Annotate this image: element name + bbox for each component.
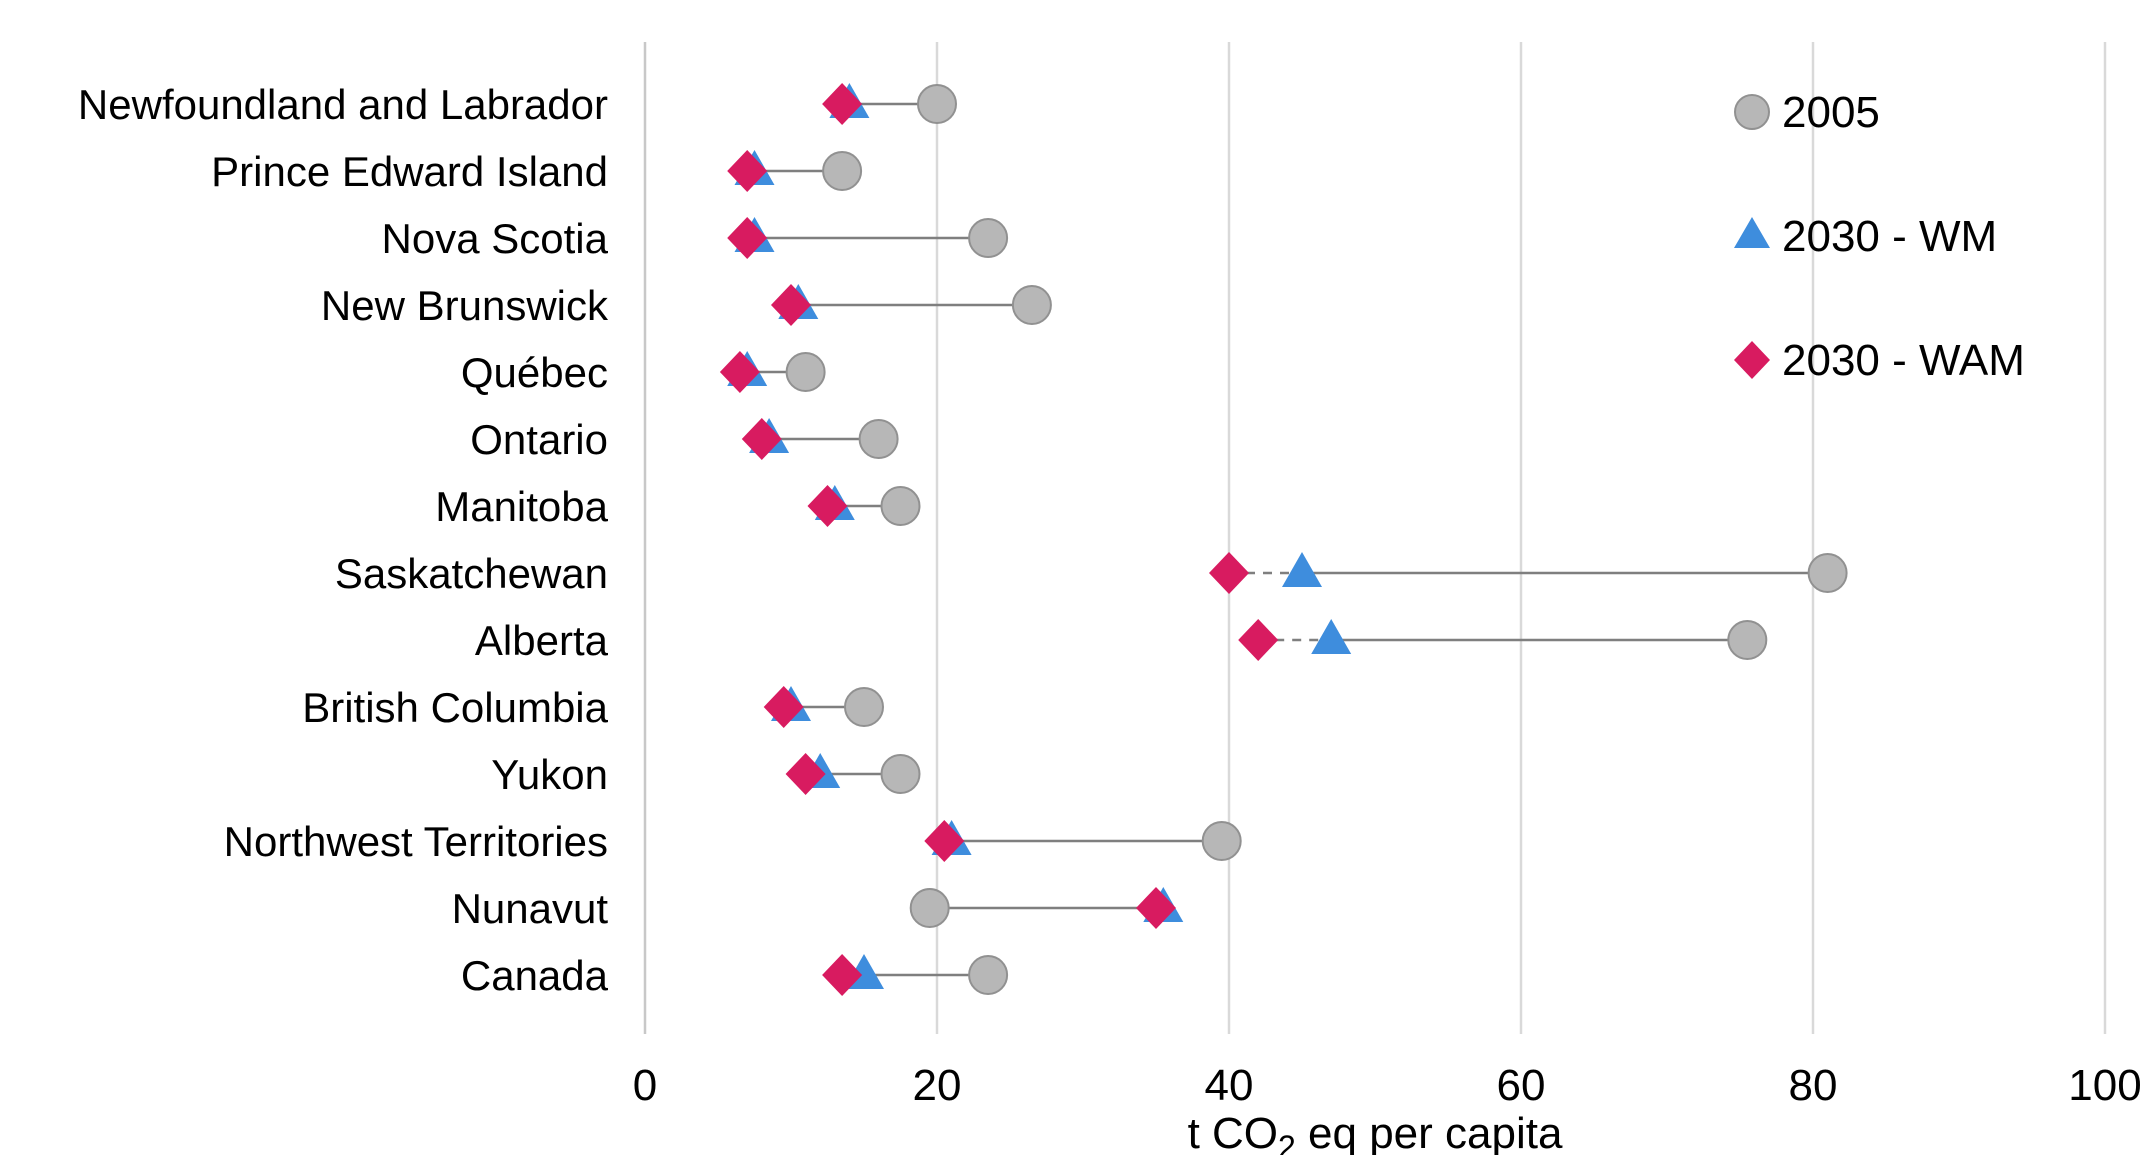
- marker-2005-3: [1011, 285, 1052, 325]
- x-tick-20: 20: [913, 1061, 962, 1110]
- marker-2030wam-4: [719, 351, 760, 393]
- marker-2030wam-12: [1136, 887, 1176, 929]
- category-label-7: Saskatchewan: [335, 550, 608, 597]
- x-tick-100: 100: [2068, 1061, 2141, 1110]
- marker-2030wam-5: [741, 418, 782, 460]
- x-tick-0: 0: [633, 1061, 657, 1110]
- marker-2030wam-8: [1238, 619, 1279, 661]
- category-label-2: Nova Scotia: [382, 215, 609, 262]
- marker-2030wam-9: [763, 686, 804, 728]
- category-label-8: Alberta: [475, 617, 609, 664]
- marker-2005-10: [880, 754, 921, 794]
- legend-circle-icon: [1734, 94, 1770, 130]
- marker-2030wam-11: [924, 820, 965, 862]
- marker-2005-5: [858, 419, 899, 459]
- legend-triangle-icon: [1734, 217, 1770, 248]
- marker-2030wam-13: [822, 954, 863, 996]
- category-label-13: Canada: [461, 952, 609, 999]
- legend-diamond-icon: [1734, 341, 1770, 379]
- category-label-12: Nunavut: [452, 885, 609, 932]
- marker-2030wam-7: [1209, 552, 1249, 594]
- category-label-9: British Columbia: [302, 684, 608, 731]
- marker-2030wam-3: [771, 284, 811, 326]
- marker-2005-11: [1201, 821, 1242, 861]
- marker-2030wm-7: [1282, 552, 1322, 587]
- category-label-4: Québec: [461, 349, 608, 396]
- marker-2005-0: [917, 84, 957, 124]
- marker-2030wam-0: [822, 83, 863, 125]
- category-label-1: Prince Edward Island: [211, 148, 608, 195]
- marker-2005-1: [822, 151, 863, 191]
- legend-label-1: 2030 - WM: [1782, 212, 1997, 261]
- marker-2005-9: [844, 687, 884, 727]
- marker-2005-8: [1727, 620, 1768, 660]
- legend-label-2: 2030 - WAM: [1782, 336, 2025, 385]
- marker-2030wam-2: [727, 217, 768, 259]
- marker-2005-6: [880, 486, 921, 526]
- category-label-11: Northwest Territories: [224, 818, 608, 865]
- marker-2030wam-6: [807, 485, 848, 527]
- marker-2030wm-8: [1311, 619, 1352, 654]
- x-axis-label: t CO2 eq per capita: [1188, 1109, 1563, 1155]
- marker-2030wam-1: [727, 150, 768, 192]
- category-label-10: Yukon: [491, 751, 608, 798]
- legend-label-0: 2005: [1782, 88, 1880, 137]
- marker-2005-13: [968, 955, 1009, 995]
- category-label-0: Newfoundland and Labrador: [78, 81, 608, 128]
- marker-2005-2: [968, 218, 1009, 258]
- marker-2005-7: [1807, 553, 1848, 593]
- x-tick-40: 40: [1205, 1061, 1254, 1110]
- marker-2005-4: [785, 352, 826, 392]
- category-label-6: Manitoba: [435, 483, 608, 530]
- marker-2030wam-10: [785, 753, 826, 795]
- x-tick-80: 80: [1789, 1061, 1838, 1110]
- marker-2005-12: [909, 888, 950, 928]
- category-label-5: Ontario: [470, 416, 608, 463]
- category-label-3: New Brunswick: [321, 282, 609, 329]
- x-tick-60: 60: [1497, 1061, 1546, 1110]
